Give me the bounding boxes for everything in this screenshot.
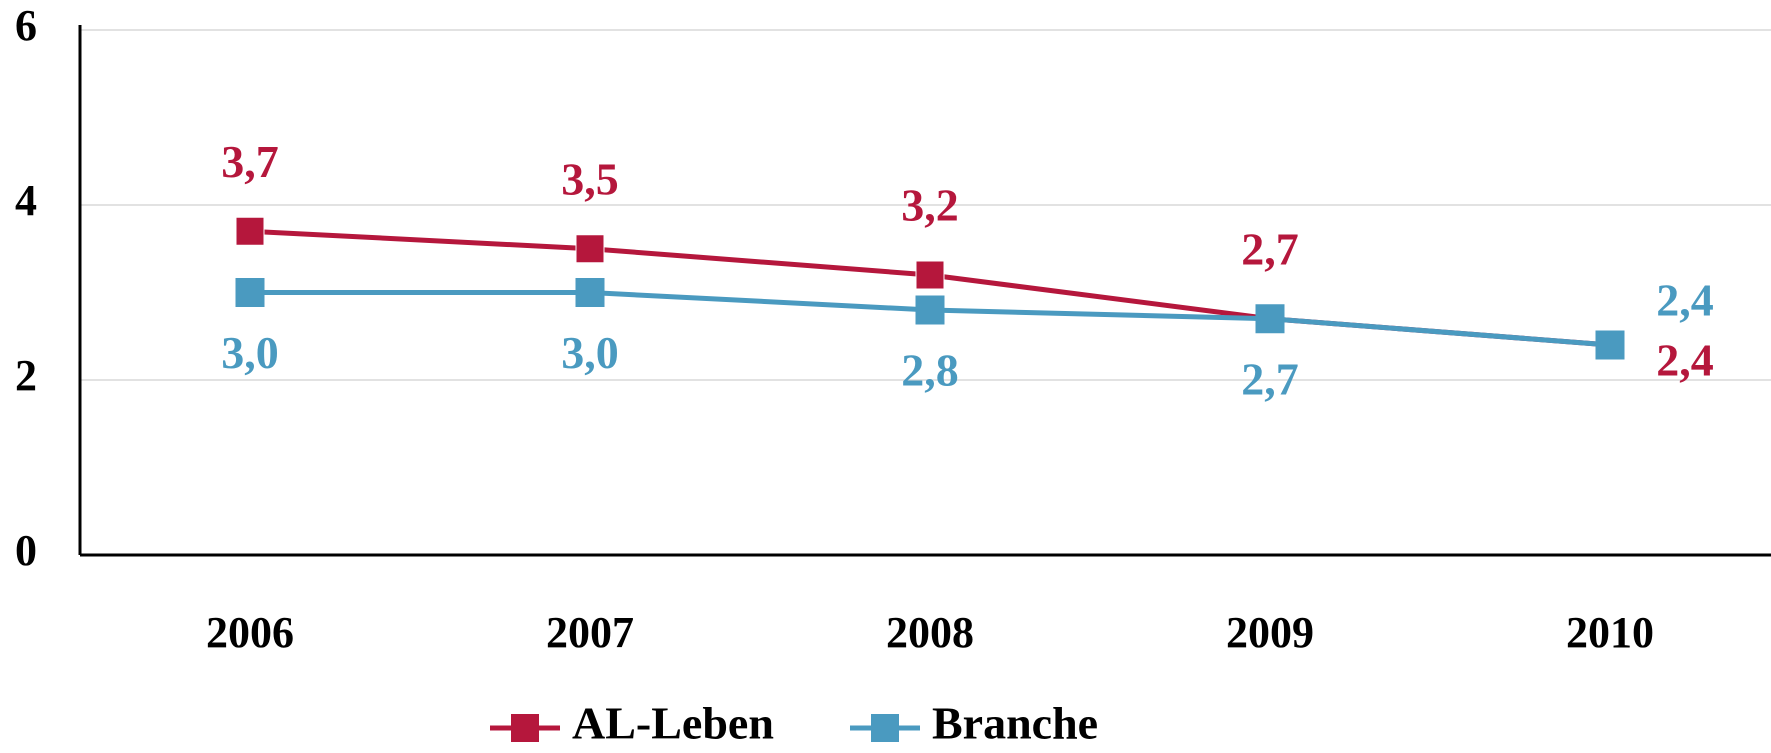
data-label: 2,7 <box>1241 223 1299 274</box>
x-tick-label: 2008 <box>886 608 974 657</box>
x-tick-label: 2006 <box>206 608 294 657</box>
data-label: 2,4 <box>1656 335 1714 386</box>
marker <box>915 260 945 290</box>
data-label: 3,0 <box>561 327 619 378</box>
y-tick-label: 6 <box>15 1 37 50</box>
x-tick-label: 2007 <box>546 608 634 657</box>
y-tick-label: 4 <box>15 176 37 225</box>
legend-marker <box>871 714 899 742</box>
data-label: 3,0 <box>221 327 279 378</box>
marker <box>235 278 265 307</box>
data-label: 2,8 <box>901 345 959 396</box>
y-tick-label: 0 <box>15 526 37 575</box>
marker <box>235 216 265 246</box>
data-label: 2,7 <box>1241 353 1299 404</box>
legend-marker <box>511 714 539 742</box>
marker <box>1595 330 1625 360</box>
data-label: 3,2 <box>901 180 959 231</box>
legend-label: Branche <box>932 698 1098 749</box>
data-label: 3,7 <box>221 136 279 187</box>
legend-label: AL-Leben <box>572 698 774 749</box>
x-tick-label: 2009 <box>1226 608 1314 657</box>
marker <box>915 295 945 325</box>
data-label: 2,4 <box>1656 275 1714 326</box>
marker <box>1255 304 1285 334</box>
x-tick-label: 2010 <box>1566 608 1654 657</box>
marker <box>575 234 605 264</box>
marker <box>575 278 605 307</box>
data-label: 3,5 <box>561 153 619 204</box>
y-tick-label: 2 <box>15 351 37 400</box>
